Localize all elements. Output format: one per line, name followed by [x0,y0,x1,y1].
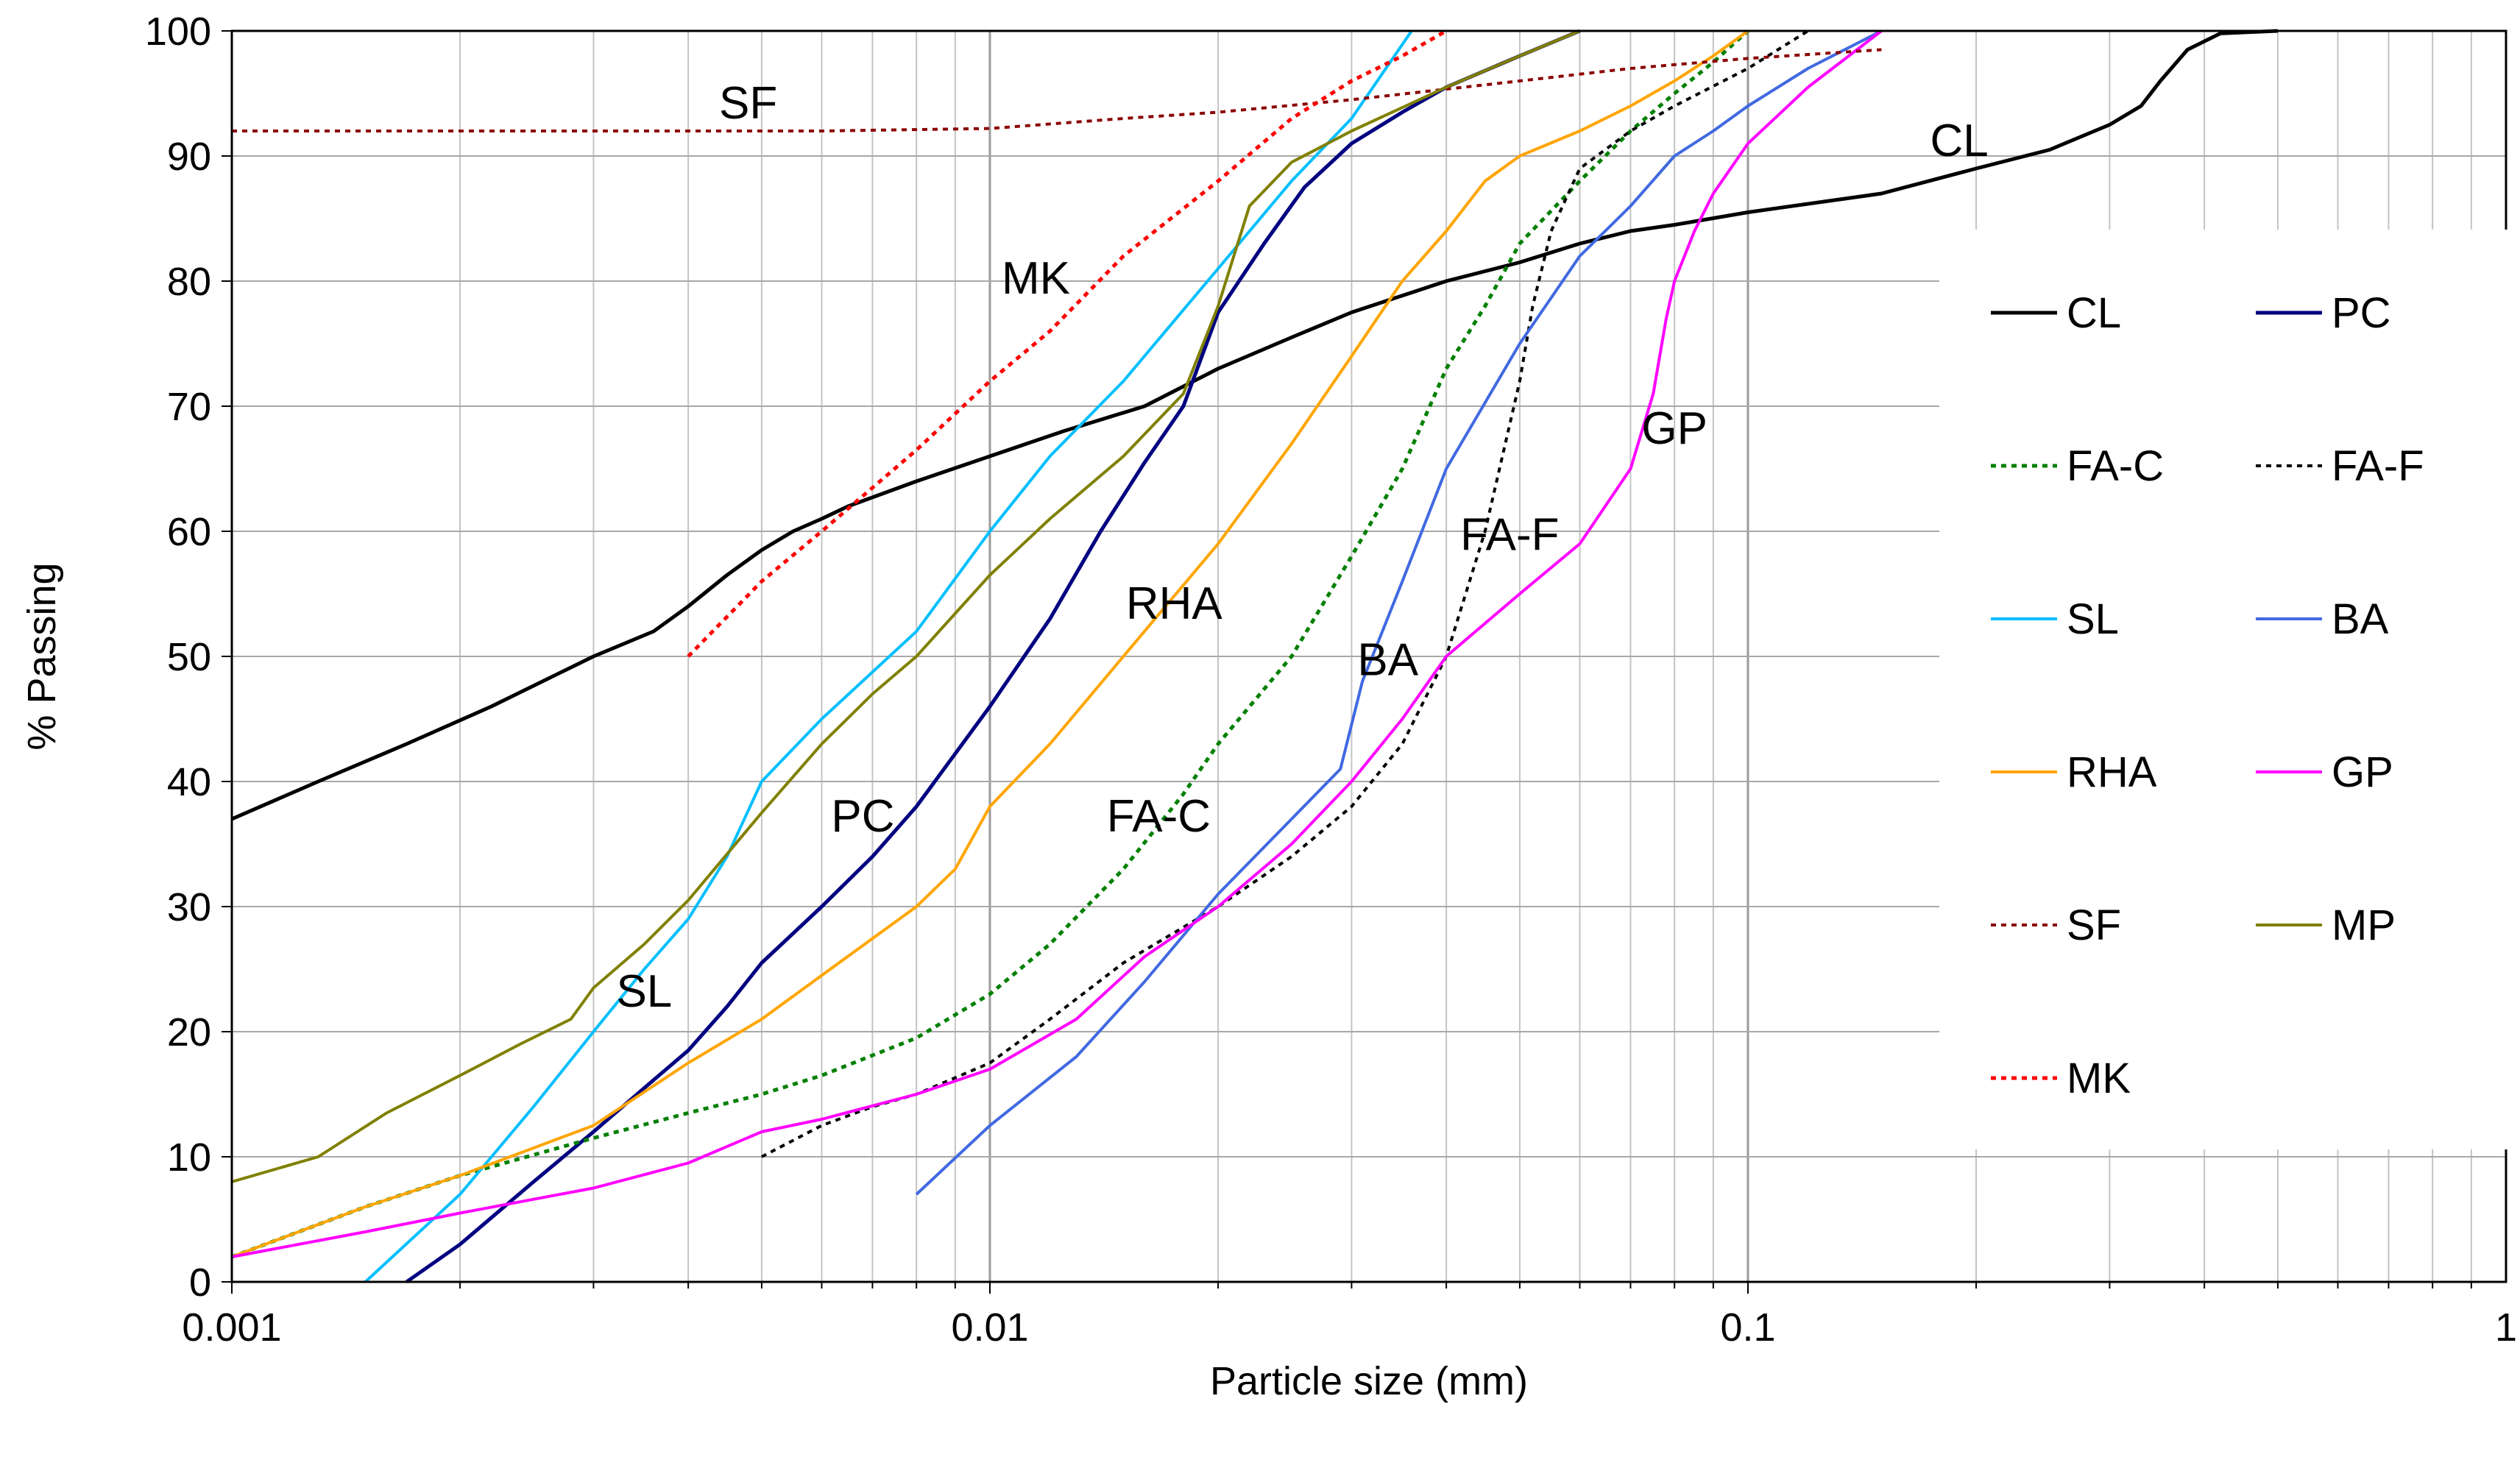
series-line-pc [405,29,1581,1284]
annotation-sl: SL [616,966,672,1017]
x-tick-label: 0.01 [951,1305,1028,1350]
y-tick-label: 0 [189,1261,211,1305]
annotation-pc: PC [831,791,894,842]
series-line-sf [232,48,1882,132]
series-line-rha [231,29,1749,1258]
legend-label-gp: GP [2332,748,2393,796]
legend: CL PC FA-C FA-F SL BA RHA GP SF MP MK [1939,230,2520,1149]
x-tick-label: 0.1 [1720,1305,1775,1350]
series-line-mp [231,29,1581,1183]
series-annotations: SF MK CL RHA BA FA-F GP PC FA-C SL [616,78,1988,1017]
x-tick-label: 1 [2495,1305,2517,1350]
y-tick-label: 60 [167,510,211,554]
y-tick-label: 10 [167,1135,211,1180]
y-tick-label: 50 [167,635,211,679]
legend-box [1939,230,2520,1149]
legend-label-mk: MK [2067,1054,2131,1102]
x-axis-label: Particle size (mm) [1210,1359,1528,1403]
series-line-mk [687,29,1448,658]
y-tick-label: 70 [167,385,211,429]
series-lines [231,29,2279,1284]
annotation-gp: GP [1641,403,1707,454]
axis-ticks: 0 10 20 30 40 50 60 70 80 90 100 0.001 0.01 0.1 1 [145,10,2517,1350]
y-tick-label: 30 [167,885,211,929]
y-tick-label: 90 [167,135,211,179]
annotation-fa-c: FA-C [1107,791,1211,842]
legend-label-sf: SF [2067,901,2121,949]
series-line-cl [231,29,2279,821]
series-line-fa-c [231,29,1749,1259]
legend-label-fa-f: FA-F [2332,442,2424,490]
series-line-gp [231,29,1883,1258]
legend-label-mp: MP [2332,901,2396,949]
y-tick-label: 40 [167,760,211,804]
legend-label-ba: BA [2332,595,2389,643]
x-tick-label: 0.001 [182,1305,281,1350]
legend-label-rha: RHA [2067,748,2157,796]
y-axis-label: % Passing [20,562,64,750]
legend-label-fa-c: FA-C [2067,442,2164,490]
annotation-mk: MK [1002,253,1070,304]
y-tick-label: 80 [167,260,211,304]
annotation-ba: BA [1357,635,1418,686]
y-tick-label: 100 [145,10,211,54]
annotation-fa-f: FA-F [1460,510,1559,561]
annotation-sf: SF [719,78,777,129]
legend-label-pc: PC [2332,289,2391,337]
series-line-ba [915,29,1883,1196]
y-tick-label: 20 [167,1010,211,1054]
annotation-cl: CL [1930,116,1988,166]
annotation-rha: RHA [1126,578,1223,629]
legend-label-sl: SL [2067,595,2119,643]
legend-label-cl: CL [2067,289,2121,337]
series-line-sl [364,29,1413,1283]
